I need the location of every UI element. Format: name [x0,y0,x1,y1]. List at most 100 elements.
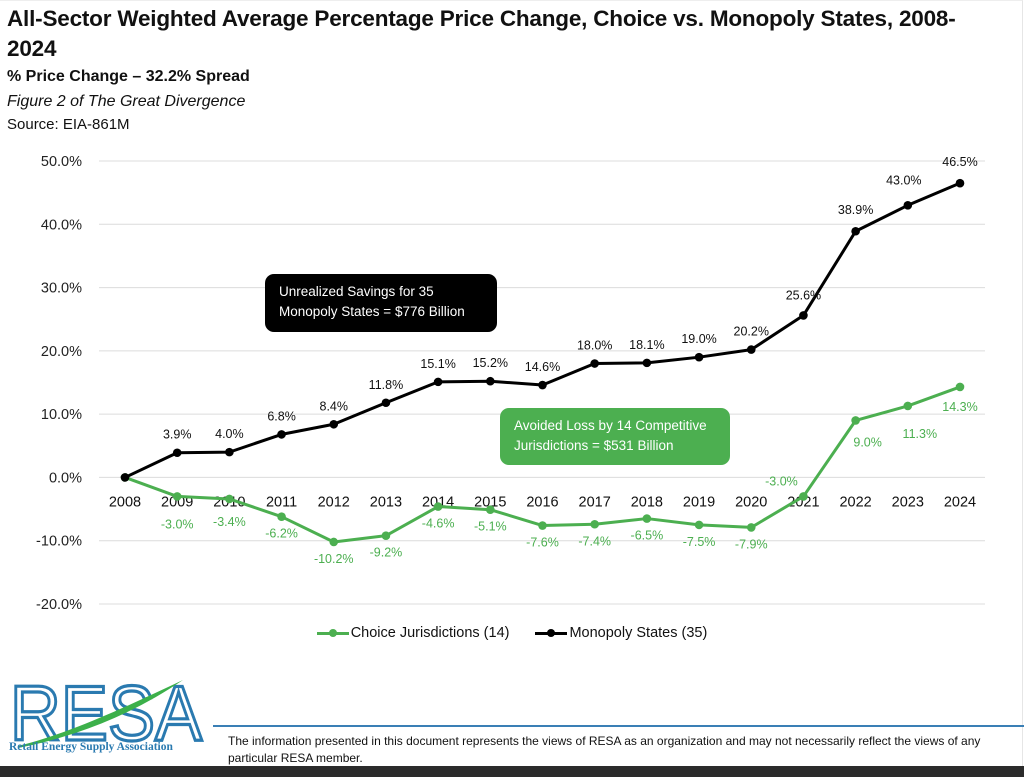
data-label-choice: -3.0% [161,517,194,531]
data-label-choice: -9.2% [370,546,403,560]
bottom-bar [0,766,1024,777]
data-label-monopoly: 3.9% [163,428,192,442]
y-axis-ticks: 50.0% 40.0% 30.0% 20.0% 10.0% 0.0% -10.0% -20.0… [36,154,82,613]
data-point [642,358,652,368]
data-point [172,492,182,501]
data-point [381,398,391,408]
footer-divider [213,725,1024,727]
data-label-monopoly: 8.4% [320,399,349,413]
data-label-monopoly: 6.8% [267,409,296,423]
data-label-choice: -6.5% [631,529,664,543]
annotation-unrealized-savings: Unrealized Savings for 35 Monopoly State… [265,274,497,332]
data-point [590,519,599,529]
data-point [433,377,443,387]
data-point [225,494,234,504]
data-label-monopoly: 20.2% [734,325,769,339]
data-label-monopoly: 4.0% [215,427,244,441]
data-point [642,514,652,523]
legend-swatch-monopoly [535,628,568,638]
data-point [329,537,339,547]
data-point [277,430,286,439]
y-tick-label: 0.0% [49,470,82,486]
data-label-monopoly: 15.1% [420,357,455,371]
annotation-line: Jurisdictions = $531 Billion [514,438,674,453]
x-tick-label: 2019 [683,494,715,510]
x-tick-label: 2012 [318,494,350,510]
data-label-monopoly: 43.0% [886,173,921,187]
legend-item-monopoly[interactable]: Monopoly States (35) [535,625,707,641]
x-axis-ticks: 2008200920102011201220132014201520162017… [109,494,976,510]
data-label-choice: 11.3% [903,427,938,441]
data-label-monopoly: 38.9% [838,203,873,217]
x-tick-label: 2013 [370,494,402,510]
data-label-monopoly: 11.8% [369,378,404,392]
x-tick-label: 2018 [631,494,663,510]
y-tick-label: -10.0% [36,534,82,550]
series-group [120,178,965,547]
data-point [225,447,234,457]
annotation-line: Avoided Loss by 14 Competitive [514,418,707,433]
annotation-line: Unrealized Savings for 35 [279,284,434,299]
chart-subtitle: % Price Change – 32.2% Spread [7,68,250,85]
data-label-choice: 14.3% [942,400,977,414]
data-point [381,531,391,540]
x-tick-label: 2009 [161,494,193,510]
data-label-choice: -7.9% [735,537,768,551]
figure-caption: Figure 2 of The Great Divergence [7,93,246,110]
data-label-monopoly: 18.0% [577,339,612,353]
source-note: Source: EIA-861M [7,116,130,133]
data-label-choice: -10.2% [314,552,354,566]
data-label-choice: -7.6% [526,536,559,550]
data-point [277,512,286,521]
y-tick-label: -20.0% [36,597,82,613]
data-point [955,178,965,188]
chart-legend: Choice Jurisdictions (14) Monopoly State… [0,625,1024,641]
y-tick-label: 20.0% [41,344,82,360]
data-point [746,345,756,354]
data-point [799,492,808,501]
x-tick-label: 2023 [892,494,924,510]
data-point [851,226,860,236]
data-label-monopoly: 46.5% [942,155,977,169]
data-label-choice: 9.0% [853,435,882,449]
data-point [694,520,704,530]
legend-item-choice[interactable]: Choice Jurisdictions (14) [316,625,509,641]
data-label-choice: -3.0% [765,474,798,488]
data-point [329,419,339,429]
chart-title: All-Sector Weighted Average Percentage P… [7,6,956,61]
data-point [851,416,860,425]
x-tick-label: 2017 [579,494,611,510]
logo-subtitle: Retail Energy Supply Association [9,741,173,753]
y-tick-label: 50.0% [41,154,82,170]
disclaimer-text: The information presented in this docume… [228,734,981,765]
data-point [486,376,495,386]
data-point [486,505,495,515]
x-tick-label: 2021 [787,494,819,510]
y-tick-label: 30.0% [41,281,82,297]
gridlines [99,160,985,605]
x-tick-label: 2011 [266,494,297,510]
data-label-monopoly: 19.0% [681,332,716,346]
y-tick-label: 10.0% [41,407,82,423]
y-tick-label: 40.0% [41,217,82,233]
data-label-choice: -5.1% [474,520,507,534]
data-label-choice: -4.6% [422,517,455,531]
data-point [903,401,913,411]
data-point [799,311,808,320]
data-point [433,502,443,511]
x-tick-label: 2016 [526,494,558,510]
data-label-monopoly: 18.1% [629,338,664,352]
x-tick-label: 2015 [474,494,506,510]
data-label-choice: -3.4% [213,515,246,529]
data-point [694,352,704,362]
data-label-monopoly: 25.6% [786,288,821,302]
data-label-monopoly: 15.2% [473,356,508,370]
data-point [746,523,756,532]
x-tick-label: 2008 [109,494,141,510]
x-tick-label: 2022 [839,494,871,510]
data-label-monopoly: 14.6% [525,360,560,374]
data-point [538,521,547,530]
data-point [120,473,130,482]
